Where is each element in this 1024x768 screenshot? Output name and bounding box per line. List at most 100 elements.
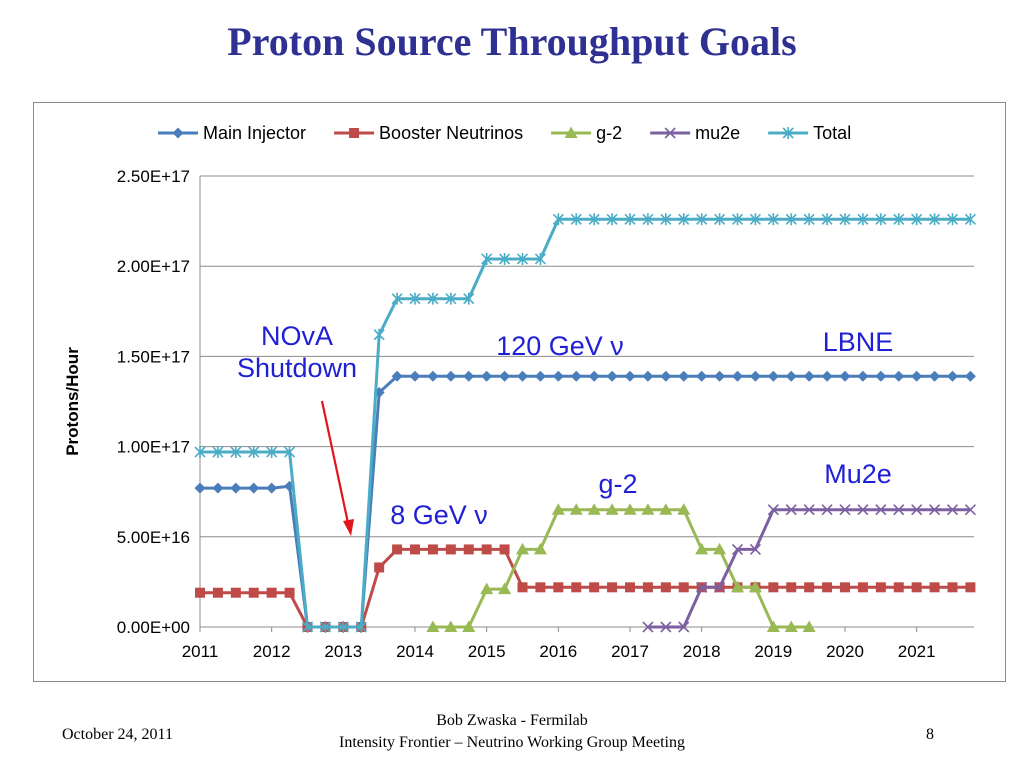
data-point-total [552, 213, 564, 226]
data-point-main-injector [911, 370, 923, 382]
data-point-booster-neutrinos [660, 582, 671, 593]
data-point-total [301, 621, 314, 633]
data-point-total [660, 213, 672, 226]
data-point-booster-neutrinos [195, 587, 205, 598]
data-point-booster-neutrinos [804, 582, 815, 593]
footer-author: Bob Zwaska - Fermilab [436, 712, 588, 729]
data-point-total [445, 292, 457, 305]
data-point-main-injector [463, 370, 475, 382]
data-point-total [212, 446, 224, 459]
data-point-g-2 [677, 503, 691, 515]
data-point-main-injector [839, 370, 851, 382]
series-line-main-injector [200, 374, 971, 629]
data-point-total [624, 213, 636, 226]
data-point-g-2 [587, 503, 601, 515]
annotation-mu2e: Mu2e [824, 459, 892, 489]
data-point-total [427, 292, 439, 305]
data-point-mu2e [696, 581, 708, 593]
x-tick-label: 2016 [539, 642, 577, 661]
x-tick-label: 2017 [611, 642, 649, 661]
data-point-g-2 [659, 503, 673, 515]
data-point-mu2e [875, 504, 887, 516]
data-point-main-injector [534, 370, 546, 382]
y-axis-label: Protons/Hour [63, 347, 82, 456]
data-point-g-2 [695, 542, 709, 555]
data-point-main-injector [785, 370, 797, 382]
data-point-total [785, 213, 797, 226]
data-point-total [499, 252, 511, 265]
x-tick-label: 2018 [683, 642, 721, 661]
data-point-g-2 [748, 580, 762, 593]
data-point-total [570, 213, 582, 226]
data-point-g-2 [784, 620, 798, 632]
data-point-main-injector [749, 370, 761, 382]
data-point-main-injector [391, 370, 403, 382]
data-point-booster-neutrinos [266, 587, 277, 598]
data-point-booster-neutrinos [410, 544, 420, 555]
data-point-booster-neutrinos [678, 582, 689, 593]
data-point-booster-neutrinos [517, 582, 528, 593]
data-point-total [409, 292, 421, 305]
data-point-total [803, 213, 815, 226]
x-tick-label: 2021 [898, 642, 936, 661]
shutdown-arrow [320, 400, 350, 524]
data-point-main-injector [947, 370, 958, 382]
data-point-total [355, 621, 367, 633]
series-line-mu2e [647, 508, 971, 629]
data-point-booster-neutrinos [947, 582, 958, 593]
data-point-booster-neutrinos [786, 582, 797, 593]
data-point-mu2e [839, 504, 851, 516]
slide-title: Proton Source Throughput Goals [227, 19, 797, 64]
data-point-main-injector [714, 370, 726, 382]
legend-label-g-2: g-2 [596, 123, 622, 143]
data-point-g-2 [462, 620, 476, 632]
data-point-main-injector [696, 370, 708, 382]
data-point-total [857, 213, 869, 226]
data-point-total [391, 292, 403, 305]
data-point-g-2 [731, 580, 744, 593]
data-point-total [373, 328, 385, 341]
annotation-bn8: 8 GeV ν [390, 500, 488, 530]
data-point-total [714, 213, 726, 226]
series-line-g-2 [432, 508, 810, 629]
y-tick-label: 1.00E+17 [117, 438, 190, 457]
data-point-main-injector [194, 482, 206, 494]
data-point-g-2 [623, 503, 637, 515]
data-point-main-injector [732, 370, 743, 382]
data-point-booster-neutrinos [642, 582, 653, 593]
y-tick-label: 2.00E+17 [117, 257, 190, 276]
data-point-g-2 [569, 503, 583, 515]
data-point-booster-neutrinos [911, 582, 922, 593]
data-point-g-2 [713, 542, 727, 555]
data-point-main-injector [481, 370, 493, 382]
data-point-total [929, 213, 941, 226]
data-point-mu2e [911, 504, 923, 516]
data-point-g-2 [516, 542, 529, 555]
series-line-total [200, 217, 971, 629]
data-point-booster-neutrinos [284, 587, 295, 598]
y-tick-label: 5.00E+16 [117, 528, 190, 547]
data-point-total [946, 213, 959, 226]
data-point-g-2 [533, 542, 547, 555]
data-point-booster-neutrinos [248, 587, 259, 598]
data-point-total [534, 252, 546, 265]
x-tick-label: 2014 [396, 642, 434, 661]
data-point-total [481, 252, 493, 265]
data-point-main-injector [588, 370, 600, 382]
data-point-g-2 [426, 620, 440, 632]
data-point-mu2e [660, 621, 672, 633]
data-point-booster-neutrinos [571, 582, 582, 593]
x-tick-label: 2015 [468, 642, 506, 661]
data-point-booster-neutrinos [463, 544, 474, 555]
data-point-booster-neutrinos [230, 587, 241, 598]
data-point-total [516, 252, 529, 265]
data-point-booster-neutrinos [481, 544, 492, 555]
x-tick-label: 2020 [826, 642, 864, 661]
data-point-main-injector [624, 370, 636, 382]
x-tick-label: 2013 [324, 642, 362, 661]
data-point-mu2e [767, 504, 779, 516]
footer-date: October 24, 2011 [62, 726, 173, 743]
data-point-total [767, 213, 779, 226]
legend-marker-g-2 [564, 126, 578, 138]
data-point-mu2e [714, 581, 726, 593]
